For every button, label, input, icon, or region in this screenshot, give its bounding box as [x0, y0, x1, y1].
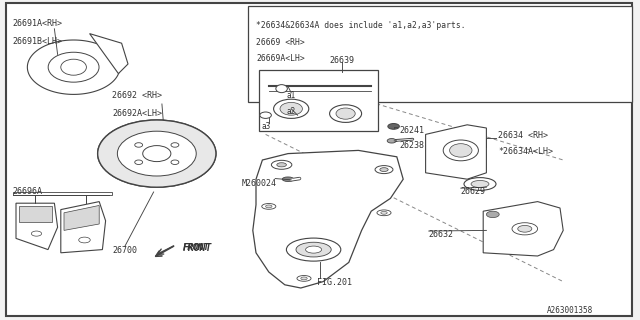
Circle shape: [486, 211, 499, 218]
Text: a1: a1: [287, 91, 296, 100]
Ellipse shape: [135, 143, 143, 147]
Text: a2: a2: [287, 107, 296, 116]
Polygon shape: [253, 150, 403, 288]
Polygon shape: [483, 202, 563, 256]
Ellipse shape: [171, 143, 179, 147]
Ellipse shape: [280, 102, 302, 115]
Ellipse shape: [330, 105, 362, 122]
Ellipse shape: [471, 180, 489, 188]
Ellipse shape: [266, 205, 272, 208]
Ellipse shape: [262, 204, 276, 209]
Circle shape: [67, 67, 74, 71]
Text: 26669A<LH>: 26669A<LH>: [256, 54, 305, 63]
Ellipse shape: [449, 144, 472, 157]
Circle shape: [31, 231, 42, 236]
Ellipse shape: [61, 59, 86, 75]
Text: 26696A: 26696A: [13, 187, 43, 196]
Ellipse shape: [296, 242, 332, 257]
Polygon shape: [61, 202, 106, 253]
Ellipse shape: [260, 112, 271, 118]
Text: 26669 <RH>: 26669 <RH>: [256, 38, 305, 47]
Ellipse shape: [48, 52, 99, 82]
Ellipse shape: [443, 140, 479, 161]
Text: 26692A<LH>: 26692A<LH>: [112, 109, 162, 118]
Text: *26634&26634A does include 'a1,a2,a3'parts.: *26634&26634A does include 'a1,a2,a3'par…: [256, 21, 466, 30]
Text: 26241: 26241: [399, 126, 424, 135]
Ellipse shape: [380, 168, 388, 172]
Text: FRONT: FRONT: [182, 243, 212, 253]
Circle shape: [79, 237, 90, 243]
Ellipse shape: [276, 84, 287, 93]
Text: 26238: 26238: [399, 141, 424, 150]
Polygon shape: [90, 34, 128, 74]
Text: 26691B<LH>: 26691B<LH>: [13, 37, 63, 46]
Text: 26634 <RH>: 26634 <RH>: [498, 131, 548, 140]
Ellipse shape: [287, 238, 341, 261]
Circle shape: [387, 139, 396, 143]
Ellipse shape: [306, 246, 322, 253]
Ellipse shape: [301, 277, 307, 280]
Ellipse shape: [336, 108, 355, 119]
Text: 26632: 26632: [429, 230, 454, 239]
Bar: [248, 6, 632, 102]
Polygon shape: [16, 203, 58, 250]
Polygon shape: [259, 70, 378, 131]
Ellipse shape: [171, 160, 179, 164]
Polygon shape: [64, 205, 99, 230]
Ellipse shape: [464, 178, 496, 190]
Ellipse shape: [381, 212, 387, 214]
Text: M260024: M260024: [242, 179, 277, 188]
Ellipse shape: [377, 210, 391, 216]
Ellipse shape: [297, 276, 311, 281]
Ellipse shape: [98, 120, 216, 187]
Text: 26629: 26629: [461, 187, 486, 196]
Polygon shape: [19, 206, 52, 222]
Ellipse shape: [143, 146, 171, 162]
Ellipse shape: [375, 166, 393, 173]
Ellipse shape: [518, 225, 532, 232]
Ellipse shape: [98, 120, 216, 187]
Text: 26700: 26700: [112, 246, 137, 255]
Text: a3: a3: [261, 122, 270, 131]
Text: FRONT: FRONT: [182, 243, 209, 252]
Text: A263001358: A263001358: [547, 306, 593, 315]
Ellipse shape: [277, 163, 287, 167]
Text: 26691A<RH>: 26691A<RH>: [13, 19, 63, 28]
Polygon shape: [426, 125, 486, 179]
Text: FIG.201: FIG.201: [317, 278, 353, 287]
Ellipse shape: [117, 131, 196, 176]
Ellipse shape: [282, 177, 294, 181]
Bar: [13, 192, 112, 195]
Text: 26639: 26639: [330, 56, 355, 65]
Text: 26692 <RH>: 26692 <RH>: [112, 91, 162, 100]
Ellipse shape: [135, 160, 143, 164]
Ellipse shape: [271, 160, 292, 169]
Text: *26634A<LH>: *26634A<LH>: [498, 147, 553, 156]
Circle shape: [388, 124, 399, 129]
Polygon shape: [28, 40, 120, 94]
Ellipse shape: [274, 99, 309, 118]
Ellipse shape: [512, 223, 538, 235]
